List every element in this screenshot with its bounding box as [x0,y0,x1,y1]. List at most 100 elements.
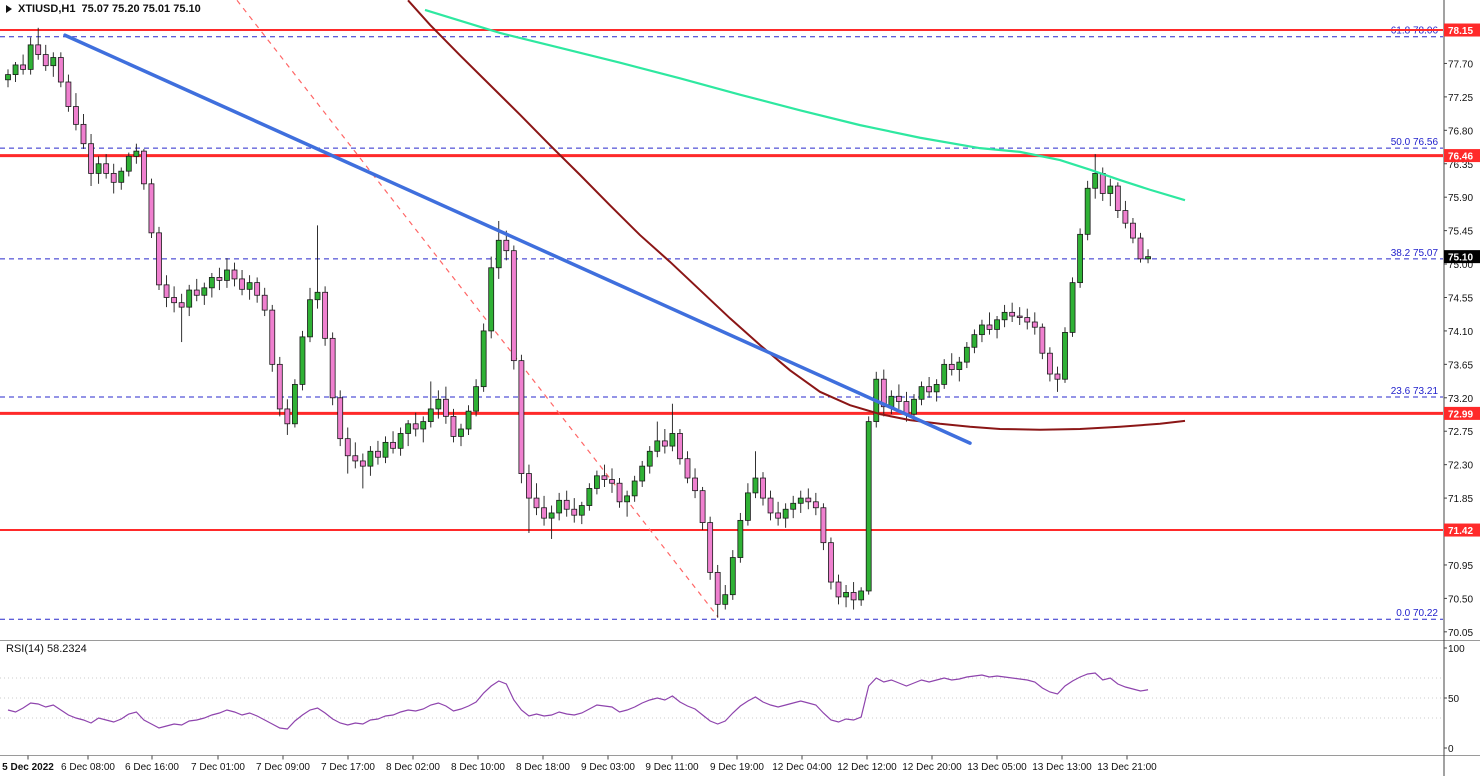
svg-text:70.95: 70.95 [1448,561,1473,572]
candle [88,134,94,187]
candle [865,416,872,595]
candle [163,275,170,308]
candle [541,495,547,526]
svg-text:75.45: 75.45 [1448,227,1473,238]
candle [73,93,79,131]
candle [171,286,178,313]
candle [314,225,321,309]
candle [986,312,993,335]
candle [352,442,359,469]
candle [707,516,714,580]
time-label: 8 Dec 10:00 [451,762,505,773]
candle [1016,307,1023,325]
candle [571,498,578,523]
time-axis[interactable]: 5 Dec 2022 6 Dec 08:00 6 Dec 16:00 7 Dec 01… [2,755,1157,774]
candle [110,163,117,194]
time-label: 6 Dec 16:00 [125,762,179,773]
candle [609,468,615,493]
candle [1047,347,1053,382]
time-label: 8 Dec 18:00 [516,762,570,773]
candle [269,304,276,372]
svg-text:78.15: 78.15 [1448,26,1473,37]
candle [390,431,396,454]
candles-layer [5,27,1151,618]
time-label: 13 Dec 13:00 [1032,762,1092,773]
svg-text:38.2 75.07: 38.2 75.07 [1391,248,1439,259]
candle [835,574,842,605]
candle [1084,180,1091,241]
candle [246,275,253,300]
candle [291,379,298,428]
candle [1031,312,1038,335]
candle [156,226,162,291]
candle [224,258,230,288]
candle [27,37,34,75]
candle [465,405,472,435]
rsi-panel [0,672,1443,730]
candle [646,446,653,474]
rsi-axis[interactable]: 100 50 0 [1444,644,1465,755]
svg-text:71.42: 71.42 [1448,526,1473,537]
candle [307,287,313,343]
fibonacci-retracement-lines[interactable]: 61.8 78.06 50.0 76.56 38.2 75.07 23.6 73.21… [0,26,1443,620]
symbol-name: XTIUSD,H1 [18,3,76,15]
candle [254,277,261,303]
candle [745,483,751,526]
ohlc-values: 75.07 75.20 75.01 75.10 [81,3,201,15]
candle [412,412,419,437]
svg-text:70.50: 70.50 [1448,594,1473,605]
candle [775,501,781,526]
svg-text:100: 100 [1448,644,1465,655]
candle [729,550,736,600]
candle [397,427,404,456]
candle [1054,366,1061,392]
candle [548,505,555,539]
candle [684,451,691,484]
candle [375,440,381,465]
candle [586,483,593,511]
trendline-red-dashed[interactable] [236,0,719,618]
candle [442,386,449,424]
candle [994,316,1000,339]
svg-text:50: 50 [1448,694,1460,705]
candle [933,379,940,402]
candle [1130,217,1136,244]
horizontal-level-lines[interactable] [0,29,1443,532]
candle [473,379,480,417]
svg-text:74.55: 74.55 [1448,293,1473,304]
candle [820,503,827,551]
candle [284,399,291,435]
ma-maroon-line [407,0,1186,431]
current-price-badge: 75.10 [1444,250,1480,264]
candle [760,472,766,506]
candle [133,143,140,164]
svg-text:72.75: 72.75 [1448,427,1473,438]
time-label: 13 Dec 21:00 [1097,762,1157,773]
svg-text:61.8 78.06: 61.8 78.06 [1391,26,1439,37]
candle [80,113,87,149]
candle [1077,228,1083,288]
candle [1069,277,1076,337]
svg-text:0: 0 [1448,744,1454,755]
candle [578,501,585,525]
svg-text:23.6 73.21: 23.6 73.21 [1391,386,1439,397]
candle [95,156,102,184]
rsi-indicator-label: RSI(14) 58.2324 [6,643,87,655]
svg-text:50.0 76.56: 50.0 76.56 [1391,137,1439,148]
candle [699,486,706,531]
trendline-blue[interactable] [63,33,972,445]
candle [790,495,797,519]
price-badges: 78.15 76.46 72.99 71.42 75.10 [1444,23,1480,537]
candle [382,436,389,464]
candle [828,537,834,590]
candle [797,490,804,513]
candle [140,148,147,190]
candle [148,178,155,239]
price-axis[interactable]: 77.70 77.25 76.80 76.35 75.90 75.45 75.00 74.55… [1444,59,1473,639]
candle [624,490,630,517]
candle [201,282,208,305]
time-label: 7 Dec 01:00 [191,762,245,773]
